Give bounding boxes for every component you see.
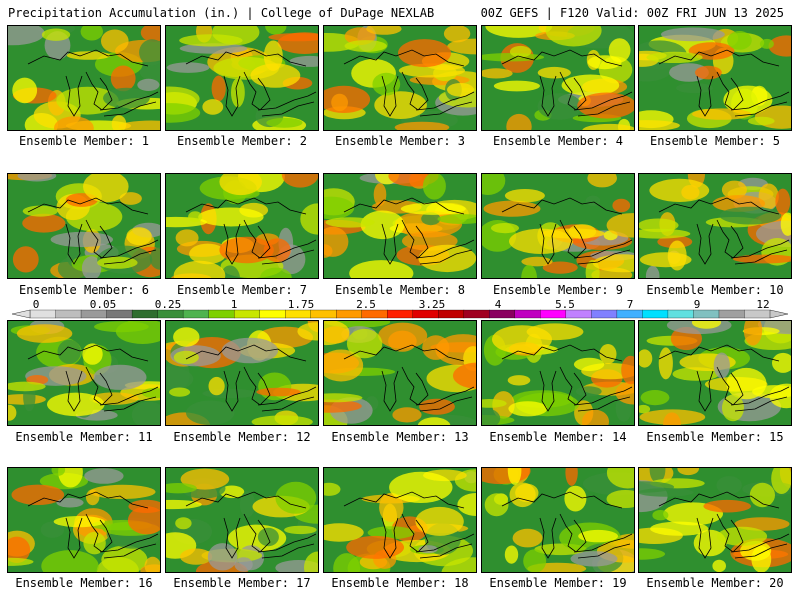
colorbar-tick-label: 0.25 [154,298,182,311]
colorbar-tick-label: 1.75 [287,298,315,311]
ensemble-member-label: Ensemble Member: 20 [646,576,784,590]
ensemble-member-label: Ensemble Member: 11 [15,430,153,444]
ensemble-member-label: Ensemble Member: 7 [176,283,308,297]
ensemble-member-map [323,173,477,279]
colorbar-swatch [233,309,261,319]
ensemble-member-map [323,467,477,573]
ensemble-member-map [481,467,635,573]
precip-colorbar [11,309,789,319]
colorbar-swatch [489,309,516,319]
ensemble-member-map [481,25,635,131]
ensemble-member-label: Ensemble Member: 16 [15,576,153,590]
ensemble-member-label: Ensemble Member: 2 [176,134,308,148]
colorbar-tick-label: 9 [693,298,701,311]
colorbar-tick-label: 2.5 [356,298,376,311]
colorbar-swatch [438,309,465,319]
ensemble-member-map [165,25,319,131]
ensemble-member-map [638,25,792,131]
colorbar-swatch [565,309,592,319]
colorbar-tick-label: 1 [230,298,238,311]
colorbar-swatch [55,309,82,319]
ensemble-member-label: Ensemble Member: 17 [173,576,311,590]
ensemble-member-map [638,467,792,573]
colorbar-tick-label: 0 [32,298,40,311]
ensemble-member-label: Ensemble Member: 4 [492,134,624,148]
colorbar-swatch [744,309,771,319]
colorbar-swatch [642,309,669,319]
colorbar-min-arrow [11,309,31,319]
colorbar-swatch [616,309,643,319]
ensemble-member-label: Ensemble Member: 6 [18,283,150,297]
ensemble-member-label: Ensemble Member: 1 [18,134,150,148]
colorbar-tick-label: 7 [626,298,634,311]
ensemble-member-label: Ensemble Member: 13 [331,430,469,444]
colorbar-tick-label: 12 [756,298,770,311]
ensemble-member-label: Ensemble Member: 19 [489,576,627,590]
colorbar-swatch [29,309,56,319]
ensemble-member-map [7,467,161,573]
ensemble-member-map [7,320,161,426]
colorbar-swatch [157,309,184,319]
colorbar-swatch [463,309,490,319]
ensemble-member-map [165,173,319,279]
ensemble-member-map [481,173,635,279]
ensemble-member-label: Ensemble Member: 8 [334,283,466,297]
colorbar-tick-label: 4 [494,298,502,311]
colorbar-swatch [667,309,694,319]
colorbar-swatch [310,309,337,319]
colorbar-tick-label: 0.05 [89,298,117,311]
ensemble-member-map [323,25,477,131]
colorbar-swatch [361,309,388,319]
run-valid-time: 00Z GEFS | F120 Valid: 00Z FRI JUN 13 20… [480,6,784,20]
colorbar-swatch [80,309,107,319]
ensemble-member-label: Ensemble Member: 15 [646,430,784,444]
colorbar-tick-label: 3.25 [418,298,446,311]
colorbar-swatch [540,309,567,319]
colorbar-swatch [693,309,720,319]
ensemble-member-label: Ensemble Member: 9 [492,283,624,297]
colorbar-tick-label: 5.5 [555,298,575,311]
ensemble-member-label: Ensemble Member: 5 [649,134,781,148]
ensemble-member-label: Ensemble Member: 18 [331,576,469,590]
colorbar-swatch [336,309,363,319]
map-title: Precipitation Accumulation (in.) | Colle… [8,6,435,20]
ensemble-member-map [7,173,161,279]
colorbar-swatch [182,309,210,319]
ensemble-member-map [165,467,319,573]
ensemble-member-map [481,320,635,426]
colorbar-swatch [591,309,618,319]
colorbar-swatch [285,309,312,319]
colorbar-max-arrow [769,309,789,319]
colorbar-swatch [718,309,745,319]
colorbar-swatch [387,309,414,319]
ensemble-member-map [323,320,477,426]
ensemble-member-label: Ensemble Member: 10 [646,283,784,297]
colorbar-swatch [514,309,541,319]
ensemble-member-map [165,320,319,426]
ensemble-member-label: Ensemble Member: 3 [334,134,466,148]
ensemble-member-map [638,173,792,279]
colorbar-swatch [106,309,133,319]
colorbar-swatch [412,309,439,319]
ensemble-member-label: Ensemble Member: 14 [489,430,627,444]
colorbar-swatch [259,309,286,319]
colorbar-swatch [208,309,235,319]
ensemble-member-map [7,25,161,131]
ensemble-member-map [638,320,792,426]
colorbar-swatch [131,309,159,319]
ensemble-member-label: Ensemble Member: 12 [173,430,311,444]
